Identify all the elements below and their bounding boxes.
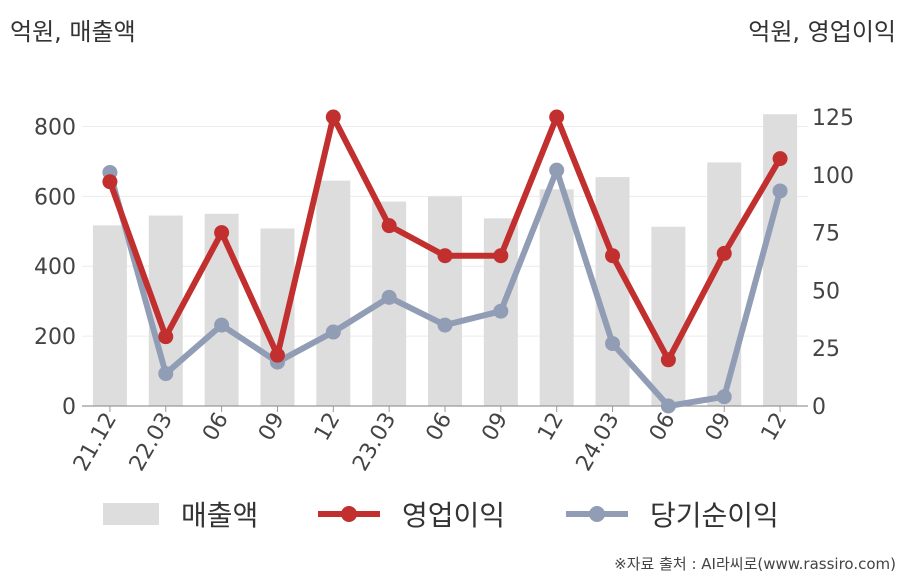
- left-axis-unit: 억원, 매출액: [10, 18, 136, 46]
- legend-item-operating-profit: 영업이익: [318, 492, 505, 536]
- x-axis-category-label: 09: [254, 409, 290, 446]
- revenue-bar: [204, 213, 239, 406]
- operating-profit-point: [214, 225, 230, 241]
- right-axis-unit: 억원, 영업이익: [748, 18, 896, 46]
- operating-profit-point: [549, 109, 565, 125]
- net-profit-point: [716, 389, 732, 405]
- revenue-bar: [316, 180, 351, 406]
- net-profit-point: [660, 398, 676, 414]
- right-axis-tick-label: 100: [812, 164, 854, 189]
- operating-profit-point: [437, 248, 453, 264]
- profit-lines: [102, 109, 788, 414]
- x-axis-category-label: 12: [310, 409, 346, 446]
- x-axis-category-label: 24.03: [572, 409, 625, 476]
- legend-swatch-net-profit: [566, 503, 628, 525]
- right-axis-tick-label: 50: [812, 279, 840, 304]
- left-axis-tick-label: 800: [34, 115, 76, 140]
- revenue-bar: [595, 177, 630, 406]
- revenue-bar: [707, 162, 742, 406]
- x-axis-category-label: 12: [757, 409, 793, 446]
- operating-profit-point: [772, 151, 788, 167]
- combo-chart: 0 200 400 600 800 0 25 50 75 100 125 21.12 22.03 06 09…: [34, 106, 854, 476]
- axes: [82, 405, 808, 412]
- revenue-bar: [539, 189, 574, 406]
- operating-profit-point: [102, 174, 118, 190]
- revenue-bars: [92, 114, 798, 406]
- x-axis-category-label: 23.03: [348, 409, 401, 476]
- operating-profit-point: [381, 218, 397, 234]
- left-axis-tick-label: 400: [34, 255, 76, 280]
- right-axis-tick-label: 75: [812, 222, 840, 247]
- legend-label-net-profit: 당기순이익: [650, 499, 779, 532]
- operating-profit-point: [716, 245, 732, 261]
- right-axis-tick-label: 0: [812, 395, 826, 420]
- legend-swatch-revenue: [103, 503, 159, 525]
- x-axis-category-label: 09: [477, 409, 513, 446]
- net-profit-point: [214, 317, 230, 333]
- x-axis-category-label: 21.12: [69, 409, 122, 476]
- net-profit-point: [772, 183, 788, 199]
- x-axis-category-label: 09: [701, 409, 737, 446]
- x-axis-category-label: 12: [533, 409, 569, 446]
- x-axis-category-label: 06: [422, 409, 458, 446]
- left-axis-tick-label: 0: [62, 395, 76, 420]
- net-profit-point: [158, 366, 174, 382]
- x-axis-category-label: 06: [198, 409, 234, 446]
- legend-label-revenue: 매출액: [181, 499, 259, 532]
- operating-profit-point: [325, 109, 341, 125]
- right-axis-tick-label: 25: [812, 337, 840, 362]
- net-profit-point: [325, 324, 341, 340]
- left-axis-tick-label: 600: [34, 185, 76, 210]
- legend-item-revenue: 매출액: [103, 492, 258, 536]
- legend-label-operating-profit: 영업이익: [402, 499, 506, 532]
- operating-profit-point: [269, 347, 285, 363]
- revenue-bar: [92, 225, 127, 406]
- legend-item-net-profit: 당기순이익: [566, 492, 779, 536]
- operating-profit-point: [493, 248, 509, 264]
- right-axis-tick-label: 125: [812, 106, 854, 131]
- net-profit-point: [381, 289, 397, 305]
- operating-profit-point: [605, 248, 621, 264]
- legend-swatch-operating-profit: [318, 503, 380, 525]
- x-axis-category-label: 22.03: [125, 409, 178, 476]
- net-profit-point: [605, 336, 621, 352]
- operating-profit-point: [660, 352, 676, 368]
- net-profit-point: [493, 303, 509, 319]
- legend: 매출액 영업이익 당기순이익: [0, 492, 908, 536]
- net-profit-point: [549, 162, 565, 178]
- source-note: ※자료 출처 : AI라씨로(www.rassiro.com): [614, 555, 896, 573]
- operating-profit-point: [158, 329, 174, 345]
- x-axis-category-label: 06: [645, 409, 681, 446]
- left-axis-tick-label: 200: [34, 325, 76, 350]
- revenue-bar: [651, 226, 686, 406]
- revenue-bar: [428, 196, 462, 406]
- net-profit-point: [437, 317, 453, 333]
